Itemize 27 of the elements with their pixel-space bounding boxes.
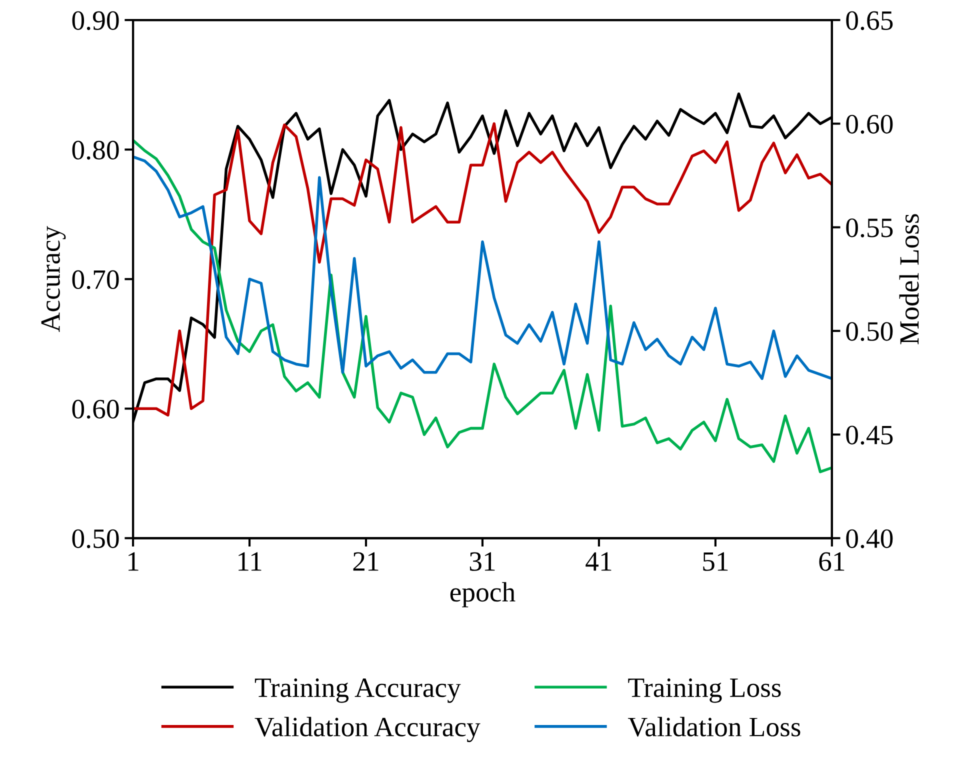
x-tick-label: 21 [353, 552, 378, 571]
y2-tick-label: 0.55 [846, 218, 893, 238]
y-tick-label: 0.90 [72, 11, 119, 30]
x-tick-label: 11 [238, 552, 262, 571]
legend-label: Validation Loss [628, 716, 800, 737]
x-axis-title: epoch [450, 582, 516, 608]
x-tick-label: 61 [819, 552, 844, 571]
legend-label: Training Accuracy [254, 678, 461, 703]
y2-tick-label: 0.60 [846, 114, 893, 134]
y2-tick-label: 0.40 [846, 529, 893, 548]
y2-tick-label: 0.45 [846, 426, 893, 445]
legend-label: Validation Accuracy [254, 716, 480, 742]
y2-axis-title: Model Loss [899, 214, 919, 344]
y-tick-label: 0.80 [72, 140, 119, 160]
y-tick-label: 0.70 [72, 270, 119, 290]
legend-label: Training Loss [628, 678, 781, 703]
y-tick-label: 0.60 [72, 400, 119, 419]
y-tick-label: 0.50 [72, 529, 119, 548]
y2-tick-label: 0.50 [846, 322, 893, 341]
line-series [133, 138, 832, 474]
y-axis-title: Accuracy [41, 226, 66, 332]
x-tick-label: 31 [470, 552, 495, 571]
y2-tick-label: 0.65 [846, 11, 893, 30]
x-tick-label: 41 [586, 552, 612, 571]
x-tick-label: 51 [703, 552, 728, 571]
line-series [133, 155, 832, 380]
x-tick-label: 1 [128, 552, 138, 571]
